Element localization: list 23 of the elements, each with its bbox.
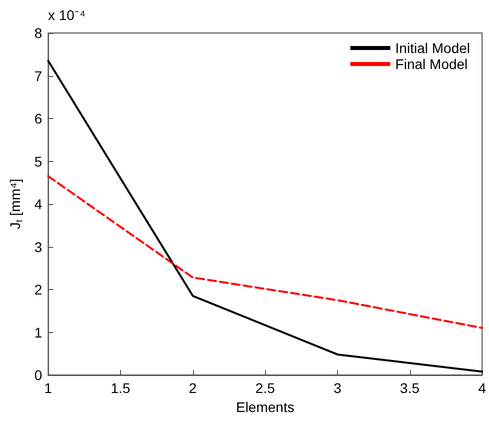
y-tick-label: 2	[34, 282, 42, 298]
x-tick-label: 2	[188, 380, 197, 396]
x-tick-label: 3	[334, 380, 342, 396]
legend-label: Initial Model	[395, 40, 470, 56]
text: x 10⁻⁴	[48, 7, 86, 23]
x-tick-label: 2.5	[255, 380, 276, 396]
x-tick-label: 3.5	[400, 380, 420, 396]
line-series	[47, 175, 484, 329]
y-axis-title: Jt [mm⁴]	[7, 178, 24, 230]
y-tick-label: 1	[34, 324, 42, 340]
line-series	[47, 60, 484, 373]
y-tick-label: 6	[34, 110, 42, 126]
x-axis-title: Elements	[236, 398, 294, 415]
y-tick-label: 4	[34, 196, 42, 212]
legend-label: Final Model	[395, 56, 468, 72]
x-tick-label: 1	[44, 380, 52, 396]
x-tick-label: 1.5	[110, 380, 130, 396]
y-tick-label: 3	[34, 238, 42, 255]
y-tick-label: 8	[34, 25, 42, 41]
y-tick-label: 7	[34, 68, 42, 84]
x-tick-label: 4	[478, 380, 486, 396]
y-tick-label: 0	[34, 367, 42, 383]
y-tick-label: 5	[34, 153, 42, 170]
